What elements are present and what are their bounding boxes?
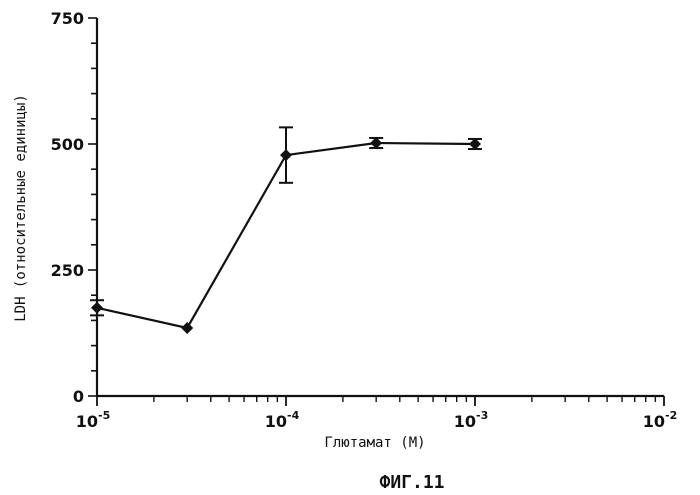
x-tick-label: 10-4 <box>265 409 300 431</box>
x-tick-label: 10-2 <box>643 409 678 431</box>
y-tick-label: 0 <box>73 387 84 406</box>
data-point <box>280 149 292 161</box>
axes <box>97 18 664 396</box>
x-axis-ticks: 10-5 10-4 10-3 10-2 <box>76 396 678 431</box>
y-tick-label: 750 <box>51 9 84 28</box>
data-series <box>90 127 482 334</box>
data-point <box>181 322 193 334</box>
y-tick-label: 500 <box>51 135 84 154</box>
figure-label: ФИГ.11 <box>379 472 444 493</box>
y-tick-label: 250 <box>51 261 84 280</box>
x-tick-label: 10-5 <box>76 409 111 431</box>
x-axis-title: Глютамат (М) <box>324 435 425 451</box>
y-axis-ticks: 0 250 500 750 <box>51 9 97 406</box>
y-axis-title: LDH (относительные единицы) <box>13 94 29 322</box>
data-point <box>91 302 103 314</box>
x-tick-label: 10-3 <box>454 409 489 431</box>
